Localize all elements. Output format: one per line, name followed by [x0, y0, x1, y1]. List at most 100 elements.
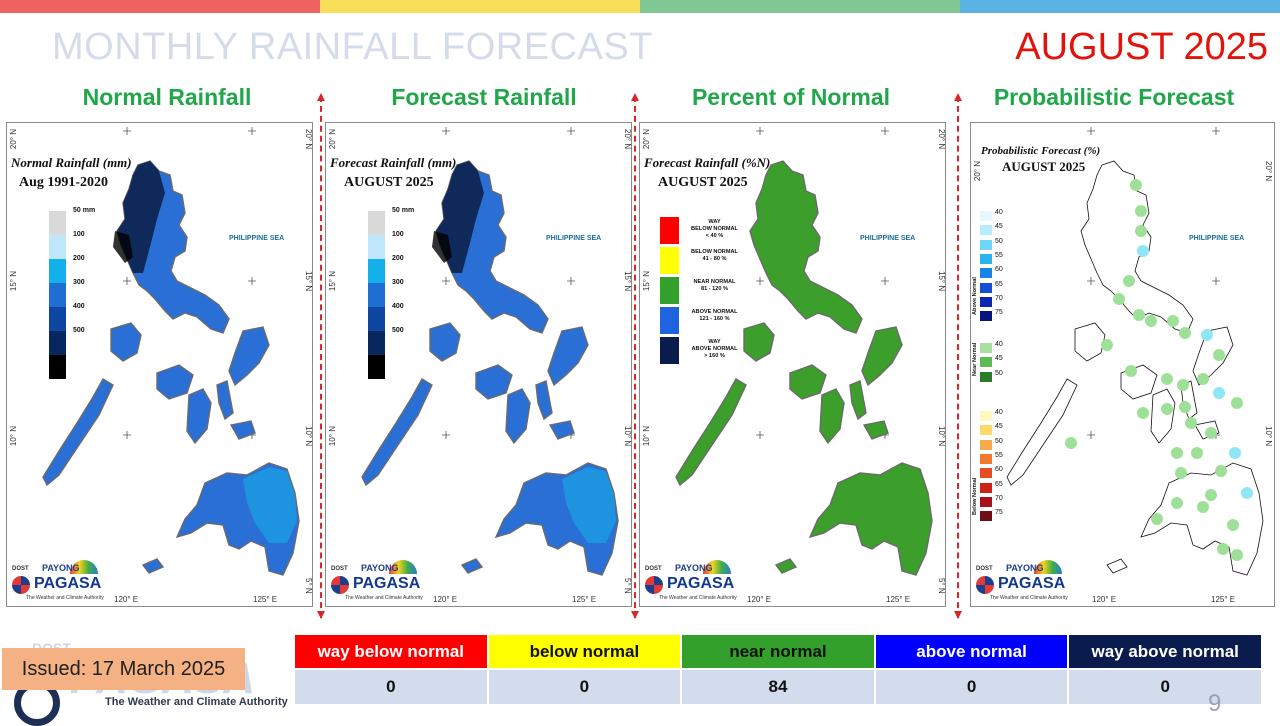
- moderate-rain-region: [243, 467, 297, 543]
- logo-payong: PAYONG: [675, 563, 713, 573]
- station-probability-marker: [1113, 293, 1125, 305]
- legend-label: 75: [995, 509, 1003, 517]
- legend-swatch: [660, 337, 679, 364]
- station-probability-marker: [1161, 373, 1173, 385]
- station-probability-marker: [1137, 245, 1149, 257]
- legend-label: BELOW NORMAL 41 - 80 %: [691, 249, 738, 262]
- panel-divider: [954, 93, 962, 619]
- umbrella-icon: [70, 560, 98, 574]
- lon-label: 120° E: [114, 595, 139, 604]
- lon-label: 120° E: [747, 595, 772, 604]
- lon-label: 125° E: [253, 595, 278, 604]
- legend-swatch: [980, 453, 992, 464]
- summary-category: below normal: [487, 634, 682, 669]
- lat-label: 5° N: [304, 578, 313, 594]
- legend-swatch: [980, 311, 992, 322]
- lat-label: 20° N: [304, 129, 313, 150]
- station-probability-marker: [1185, 417, 1197, 429]
- station-probability-marker: [1167, 315, 1179, 327]
- station-probability-marker: [1171, 447, 1183, 459]
- lat-label: 10° N: [304, 426, 313, 447]
- legend-label: 40: [995, 209, 1003, 216]
- legend-swatch: 200: [49, 255, 85, 283]
- logo-payong: PAYONG: [1006, 563, 1044, 573]
- philippines-map-forecast: [361, 127, 619, 576]
- legend-label: 500: [73, 327, 85, 334]
- panel-title-probabilistic: Probabilistic Forecast: [993, 84, 1235, 110]
- station-probability-marker: [1213, 349, 1225, 361]
- lat-label: 15° N: [623, 271, 632, 292]
- island-shape: [460, 558, 484, 574]
- lat-label: 10° N: [1264, 426, 1273, 447]
- lat-label: 20° N: [9, 129, 18, 150]
- legend-swatch: 200: [368, 255, 404, 283]
- umbrella-icon: [389, 560, 417, 574]
- station-probability-marker: [1241, 487, 1253, 499]
- legend-swatch: [980, 343, 992, 353]
- station-probability-marker: [1161, 403, 1173, 415]
- graticule-mark: [881, 127, 889, 135]
- island-shape: [1150, 388, 1176, 444]
- sea-label: PHILIPPINE SEA: [860, 235, 916, 242]
- island-shape: [862, 420, 889, 440]
- map-label-title: Normal Rainfall (mm): [11, 155, 132, 170]
- lat-label: 20° N: [937, 129, 946, 150]
- island-shape: [361, 378, 433, 487]
- legend-swatch: [980, 268, 992, 279]
- legend-label: 100: [73, 231, 85, 238]
- panel-title-forecast: Forecast Rainfall: [391, 84, 577, 110]
- summary-header-row: way below normal below normal near norma…: [294, 634, 1262, 669]
- island-shape: [548, 420, 575, 440]
- legend-label: 45: [995, 423, 1003, 431]
- pagasa-emblem-icon: [331, 576, 349, 594]
- lon-label: 120° E: [433, 595, 458, 604]
- logo-pagasa: PAGASA: [998, 575, 1066, 592]
- pagasa-emblem-icon: [12, 576, 30, 594]
- station-probability-marker: [1213, 387, 1225, 399]
- summary-value: 0: [874, 669, 1069, 705]
- station-probability-marker: [1137, 407, 1149, 419]
- top-bar-blue: [960, 0, 1280, 13]
- lat-label: 10° N: [623, 426, 632, 447]
- station-probability-marker: [1133, 309, 1145, 321]
- watermark-tagline: The Weather and Climate Authority: [105, 696, 288, 708]
- graticule-mark: [1212, 127, 1220, 135]
- legend-label: WAY ABOVE NORMAL > 160 %: [691, 339, 738, 359]
- legend-swatch: [660, 217, 679, 244]
- legend-swatch: [980, 371, 992, 382]
- station-probability-marker: [1191, 447, 1203, 459]
- map-panel-normal: Normal Rainfall (mm) Aug 1991-2020 50 mm…: [6, 122, 313, 607]
- panel-divider: [317, 93, 325, 619]
- graticule-mark: [1212, 277, 1220, 285]
- island-shape: [42, 378, 114, 487]
- top-color-bar: [0, 0, 1280, 13]
- umbrella-icon: [703, 560, 731, 574]
- legend-swatch: [660, 307, 679, 334]
- map-label-period: Aug 1991-2020: [19, 175, 109, 190]
- island-shape: [110, 322, 142, 362]
- legend-label: 200: [73, 255, 85, 262]
- legend-label: 45: [995, 223, 1003, 231]
- lon-label: 125° E: [886, 595, 911, 604]
- extreme-rain-region: [113, 231, 133, 263]
- graticule-mark: [442, 127, 450, 135]
- summary-value: 0: [294, 669, 488, 705]
- map-label-title: Forecast Rainfall (%N): [644, 155, 771, 170]
- island-shape: [228, 326, 270, 387]
- sea-label: PHILIPPINE SEA: [229, 235, 285, 242]
- island-shape: [229, 420, 256, 440]
- graticule-mark: [1087, 127, 1095, 135]
- logo-pagasa: PAGASA: [34, 575, 102, 592]
- map-panel-forecast: Forecast Rainfall (mm) AUGUST 2025 50 mm…: [325, 122, 632, 607]
- philippines-map-probabilistic: [1006, 127, 1264, 576]
- summary-category: near normal: [681, 634, 875, 669]
- legend-label: 50 mm: [392, 207, 415, 214]
- lat-label: 20° N: [642, 129, 651, 150]
- legend-swatch: 50 mm: [368, 207, 414, 235]
- station-probability-marker: [1101, 339, 1113, 351]
- legend-label: 55: [995, 251, 1003, 259]
- station-probability-marker: [1231, 549, 1243, 561]
- pagasa-logo: DOST PAYONG PAGASA The Weather and Clima…: [12, 560, 107, 604]
- logo-tagline: The Weather and Climate Authority: [990, 595, 1068, 601]
- island-shape: [819, 388, 845, 445]
